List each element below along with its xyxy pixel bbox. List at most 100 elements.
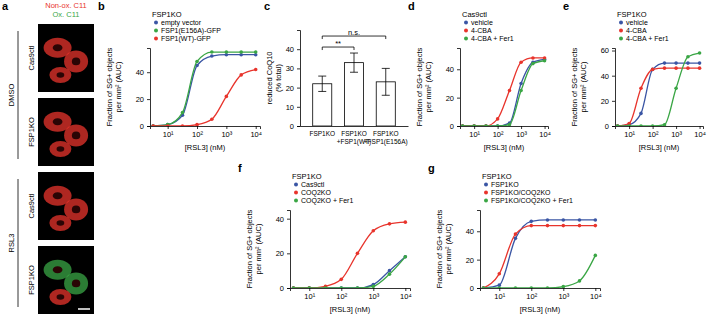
data-point [508,123,512,126]
legend-label: Cas9ctl [301,181,325,188]
y-axis: 02040 [276,211,291,293]
y-axis-tick: 20 [286,84,300,93]
legend-marker [154,21,158,25]
x-axis-tick-label: 10¹ [163,130,174,139]
y-axis-title: reduced CoQ10 [265,52,274,105]
y-axis: 0204060 [601,46,616,130]
x-axis-line [301,126,409,127]
legend-title: FSP1KO [617,10,647,19]
y-axis-tick-label: 20 [286,84,294,93]
plot-area [313,53,396,126]
data-point [531,56,535,60]
nucleus [53,44,63,51]
y-axis-tick-label: 0 [140,122,144,131]
y-axis-title: Fraction of SG+ objects [570,47,579,126]
data-point [627,124,631,126]
line-panel: f10¹10²10³10⁴02040[RSL3] (nM)Fraction of… [238,162,412,314]
panel-label: a [2,0,9,12]
y-axis-tick: 40 [466,227,480,236]
data-point [519,60,523,64]
legend-marker [484,183,488,187]
y-axis-line [147,49,151,127]
x-axis-tick-label: 10³ [558,292,569,301]
data-point [472,124,476,126]
legend: FSP1KOempty vectorFSP1(E156A)-GFPFSP1(WT… [152,10,221,43]
y-axis-tick: 0 [605,122,615,131]
y-axis-tick: 20 [136,95,150,104]
data-point [686,66,690,70]
nucleus [53,118,63,125]
x-axis: 10¹10²10³10⁴ [616,126,706,139]
data-point [388,272,392,276]
x-axis-tick-label: 10⁴ [400,292,412,301]
data-point [151,124,155,126]
y-axis-tick: 30 [286,64,300,73]
y-axis-tick: 20 [276,249,290,258]
data-point [372,284,376,288]
data-point [529,286,533,288]
bar-panel: c010203040FSP1KOFSP1KO+FSP1(WT)FSP1KO+FS… [264,0,409,146]
data-point [674,66,678,70]
legend-label: vehicle [471,19,493,26]
data-point [482,286,486,288]
legend: FSP1KOvehicle4-CBA4-CBA + Fer1 [617,10,669,42]
legend-marker [154,29,158,33]
legend-title: FSP1KO [292,172,322,181]
x-axis-tick: 10³ [221,126,232,139]
series-line [463,59,545,126]
data-point [195,60,199,64]
row-label: Cas9ctl [27,45,36,70]
line-panel: b10¹10²10³10⁴02040[RSL3] (nM)Fraction of… [98,0,262,152]
x-axis-tick: 10² [648,126,659,139]
data-point [339,286,343,288]
data-point [181,124,185,126]
x-axis-tick-mark [168,126,169,129]
nucleus [57,220,65,226]
x-axis-tick: 10⁴ [250,126,262,139]
data-point [616,124,620,126]
x-axis-tick-mark [256,126,257,129]
y-axis-tick-mark [297,49,300,50]
x-axis-tick-mark [474,126,475,129]
data-point [651,68,655,72]
y-axis-tick-label: 20 [446,94,454,103]
x-axis-tick-label: 10³ [671,130,682,139]
x-axis-tick-mark [545,126,546,129]
y-axis-tick: 40 [286,45,300,54]
data-point [594,254,598,258]
row-label: Cas9ctl [27,193,36,218]
x-axis-tick-label: 10⁴ [590,292,602,301]
x-axis-tick-mark [197,126,198,129]
x-axis-tick-label: 10² [336,292,347,301]
x-axis-tick-mark [563,288,564,291]
data-point [482,286,486,288]
x-axis-tick-mark [405,288,406,291]
x-axis-tick: 10¹ [304,288,315,301]
y-axis-tick-mark [297,107,300,108]
y-axis-tick-label: 20 [276,249,284,258]
x-axis-tick-label: 10³ [516,130,527,139]
significance-label: ** [335,39,341,48]
data-point [339,286,343,288]
line-panel: e10¹10²10³10⁴0204060[RSL3] (nM)Fraction … [563,0,706,152]
x-axis-tick-label: 10² [526,292,537,301]
panel-label: f [238,162,242,174]
plot-area [461,56,547,126]
y-axis-tick-mark [297,68,300,69]
y-axis-line [457,49,461,127]
data-point [546,286,550,288]
legend-marker [619,21,623,25]
data-point [698,51,702,55]
x-axis-tick-mark [499,288,500,291]
y-axis-tick-label: 0 [290,122,294,131]
panel-label: g [428,162,435,174]
data-point [546,218,550,222]
data-point [578,218,582,222]
x-axis-line [151,127,261,130]
y-axis-line [287,211,291,289]
y-axis-title: Fraction of SG+ objects [415,47,424,126]
data-point [496,124,500,126]
legend: Cas9ctlvehicle4-CBA4-CBA + Fer1 [462,10,514,42]
panel-label: e [563,0,569,12]
data-point [472,124,476,126]
